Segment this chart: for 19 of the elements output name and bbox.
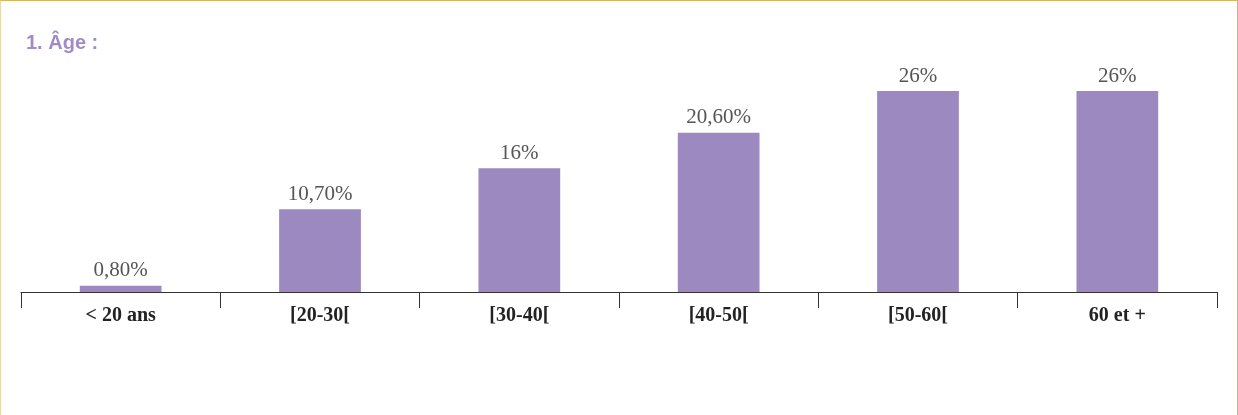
bar [1076, 91, 1159, 292]
x-tick-label: [50-60[ [888, 303, 948, 325]
x-tick-label: [40-50[ [688, 303, 749, 325]
x-tick-label: 60 et + [1088, 303, 1146, 325]
data-label: 0,80% [93, 257, 148, 282]
data-label: 10,70% [287, 180, 353, 205]
bar [279, 209, 361, 292]
data-label: 20,60% [686, 104, 752, 129]
data-label: 26% [898, 62, 938, 87]
x-tick-label: < 20 ans [85, 303, 157, 325]
x-tick-label: [30-40[ [489, 303, 550, 325]
bar [877, 91, 959, 292]
x-tick-label: [20-30[ [290, 303, 350, 325]
bar [478, 168, 561, 292]
chart-title: 1. Âge : [26, 30, 99, 53]
bar [79, 285, 162, 292]
bar [677, 132, 760, 292]
data-label: 16% [500, 139, 539, 164]
data-label: 26% [1098, 62, 1137, 87]
